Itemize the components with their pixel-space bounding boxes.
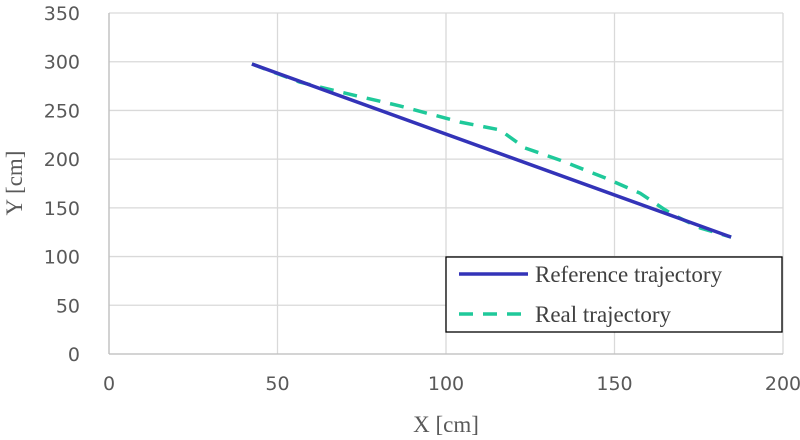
reference-trajectory-line bbox=[251, 62, 732, 239]
y-tick-label: 0 bbox=[68, 344, 80, 366]
legend-reference-label: Reference trajectory bbox=[535, 262, 723, 287]
real-trajectory-line bbox=[251, 62, 732, 239]
x-axis-title: X [cm] bbox=[413, 412, 479, 437]
x-tick-label: 150 bbox=[596, 373, 632, 395]
y-tick-label: 300 bbox=[44, 52, 80, 74]
y-tick-label: 200 bbox=[44, 149, 80, 171]
y-tick-label: 250 bbox=[44, 100, 80, 122]
y-axis-ticks: 0 50 100 150 200 250 300 350 bbox=[44, 3, 80, 366]
legend-real-label: Real trajectory bbox=[535, 302, 672, 327]
legend: Reference trajectory Real trajectory bbox=[445, 256, 783, 333]
x-axis-ticks: 0 50 100 150 200 bbox=[103, 373, 800, 395]
y-tick-label: 50 bbox=[56, 295, 80, 317]
y-tick-label: 100 bbox=[44, 247, 80, 269]
x-tick-label: 100 bbox=[428, 373, 464, 395]
y-tick-label: 150 bbox=[44, 198, 80, 220]
series-lines bbox=[251, 62, 732, 239]
y-axis-title: Y [cm] bbox=[2, 151, 27, 216]
x-tick-label: 0 bbox=[103, 373, 115, 395]
grid-lines bbox=[108, 12, 784, 355]
x-tick-label: 200 bbox=[765, 373, 800, 395]
y-tick-label: 350 bbox=[44, 3, 80, 25]
legend-box bbox=[445, 256, 783, 333]
x-tick-label: 50 bbox=[265, 373, 289, 395]
